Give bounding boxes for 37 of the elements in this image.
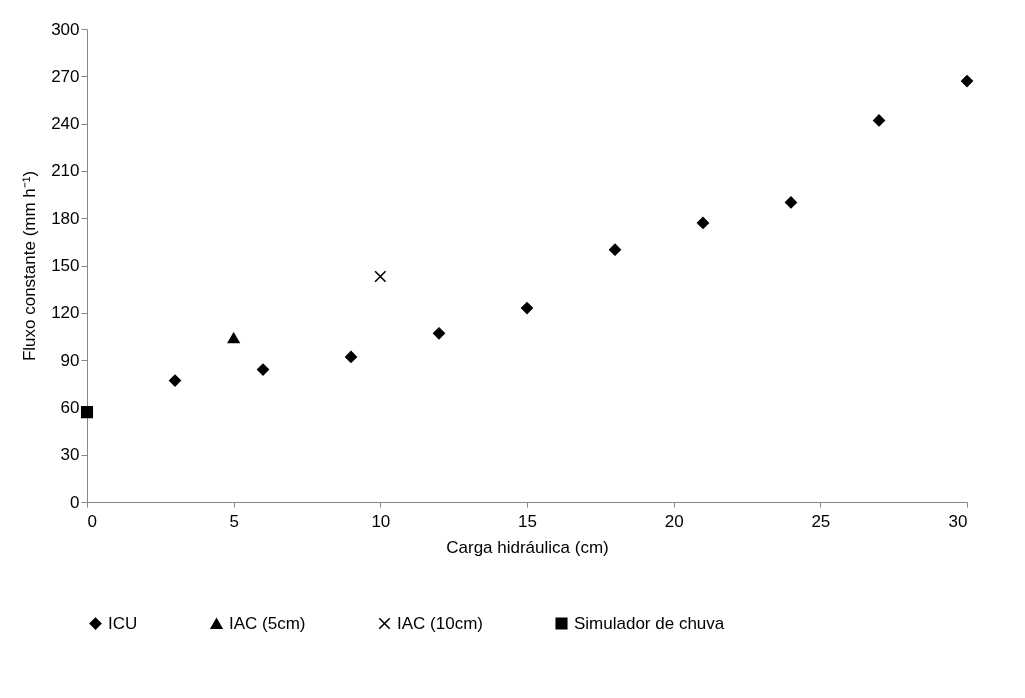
y-tick-label: 210 <box>51 161 80 181</box>
x-tick-label: 10 <box>371 511 391 531</box>
y-tick-label: 90 <box>60 350 80 370</box>
y-tick-label: 270 <box>51 66 80 86</box>
x-tick-label: 15 <box>518 511 537 531</box>
x-tick-label: 20 <box>664 511 684 531</box>
point <box>520 302 534 315</box>
point <box>432 327 446 340</box>
point <box>784 196 798 209</box>
y-tick-label: 150 <box>51 256 80 275</box>
x-tick-label: 30 <box>948 511 968 531</box>
y-tick-label: 300 <box>51 19 80 39</box>
point <box>344 350 358 363</box>
point <box>872 114 886 127</box>
legend-label: IAC (10cm) <box>397 613 483 633</box>
x-tick-label: 0 <box>87 511 97 531</box>
point <box>960 74 974 88</box>
y-tick-label: 120 <box>51 303 80 323</box>
point <box>227 332 240 344</box>
point <box>256 363 270 376</box>
y-tick-label: 180 <box>51 208 80 228</box>
point <box>608 243 622 256</box>
legend-label: Simulador de chuva <box>574 613 725 633</box>
point <box>80 406 94 419</box>
y-tick-label: 30 <box>60 445 80 465</box>
point <box>696 216 710 229</box>
point <box>374 270 387 283</box>
legend-label: IAC (5cm) <box>229 613 306 633</box>
legend-label: ICU <box>108 613 138 633</box>
x-tick-label: 5 <box>229 511 239 531</box>
y-tick-label: 60 <box>60 397 80 417</box>
x-axis-title: Carga hidráulica (cm) <box>446 537 609 557</box>
y-tick-label: 240 <box>51 114 80 134</box>
x-tick-label: 25 <box>811 511 831 531</box>
point <box>168 374 182 387</box>
y-axis-title: Fluxo constante (mm h⁻¹) <box>20 170 40 362</box>
y-tick-label: 0 <box>70 492 80 512</box>
